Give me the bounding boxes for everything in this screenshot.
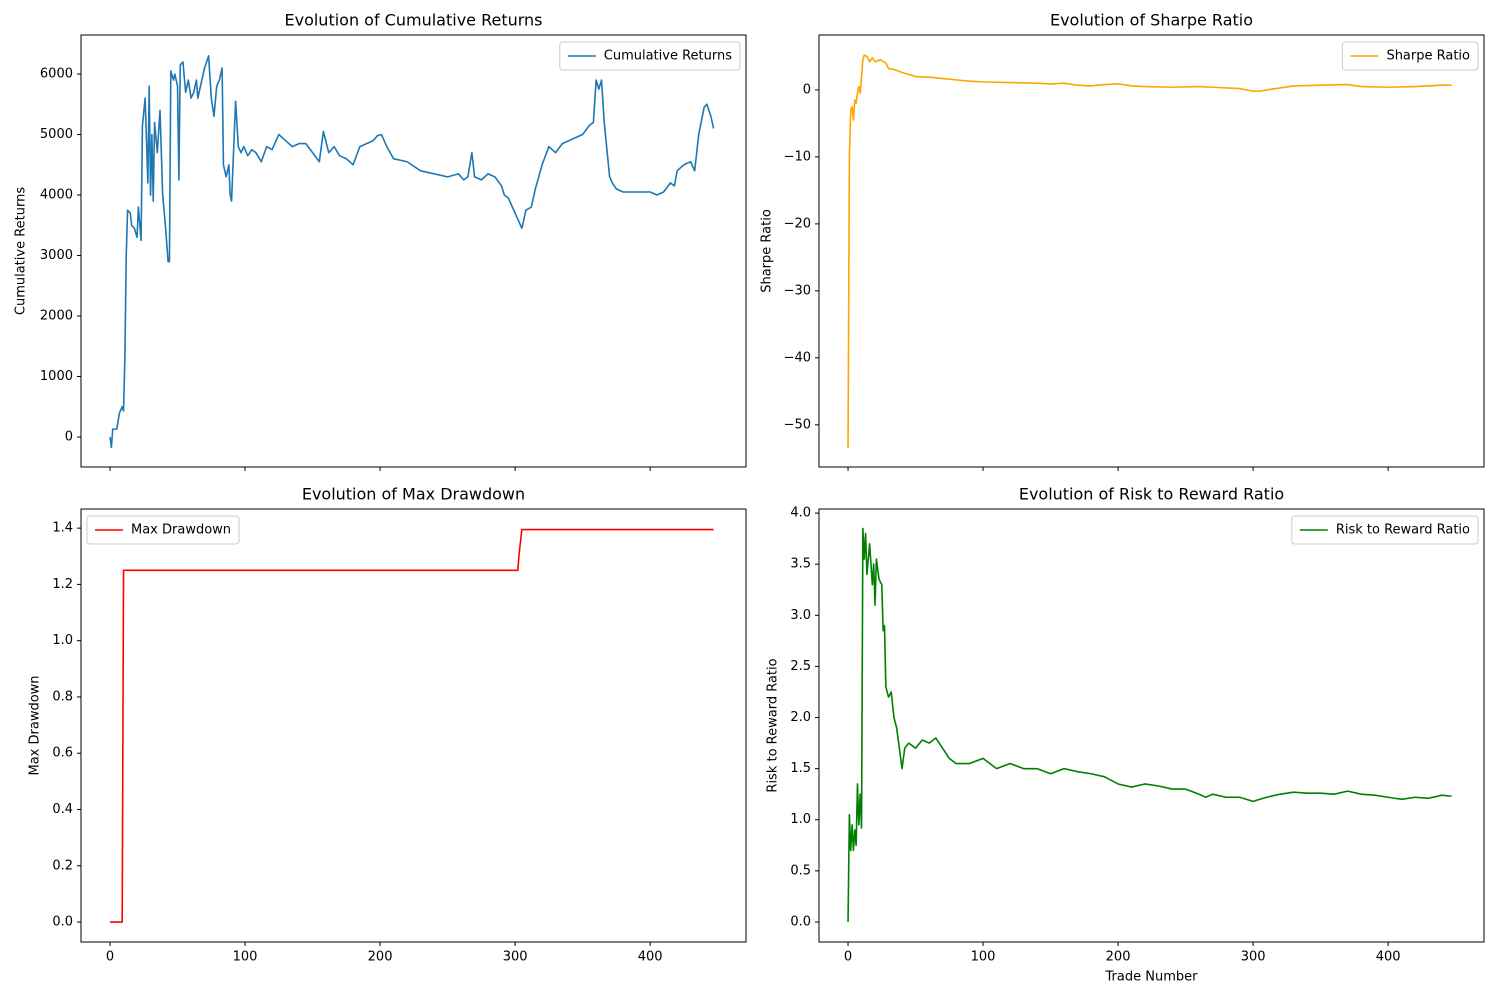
y-tick-label: −10 xyxy=(784,149,811,164)
subplot: Evolution of Risk to Reward Ratio Risk to… xyxy=(766,485,1485,985)
x-tick-label: 0 xyxy=(106,950,114,965)
subplot: Evolution of Cumulative Returns Cumulativ… xyxy=(14,11,747,471)
y-tick-label: 3.5 xyxy=(790,557,811,572)
x-tick-label: 300 xyxy=(1241,950,1266,965)
data-line xyxy=(110,528,714,923)
y-axis-label: Max Drawdown xyxy=(28,675,43,775)
y-tick-label: −30 xyxy=(784,283,811,298)
y-tick-label: 0.2 xyxy=(52,858,73,873)
x-tick-label: 300 xyxy=(503,950,528,965)
legend-box xyxy=(86,515,240,545)
y-tick-label: 1.0 xyxy=(52,633,73,648)
y-axis-label: Sharpe Ratio xyxy=(760,209,775,293)
y-tick-label: 0.6 xyxy=(52,746,73,761)
y-tick-label: 0.4 xyxy=(52,802,73,817)
subplot: Evolution of Sharpe Ratio Sharpe Ratio −50… xyxy=(760,11,1485,471)
subplot-title: Evolution of Sharpe Ratio xyxy=(1050,11,1253,30)
legend: Risk to Reward Ratio xyxy=(1291,515,1479,545)
subplot-title: Evolution of Max Drawdown xyxy=(302,485,525,504)
y-tick-label: 3.0 xyxy=(790,608,811,623)
y-tick-label: 0.8 xyxy=(52,689,73,704)
y-tick-label: 5000 xyxy=(40,127,73,142)
legend-label: Cumulative Returns xyxy=(604,49,732,64)
y-tick-label: 2000 xyxy=(40,309,73,324)
data-line xyxy=(109,55,715,449)
data-line xyxy=(847,54,1452,449)
x-tick-label: 200 xyxy=(368,950,393,965)
y-tick-label: 0 xyxy=(803,82,811,97)
y-tick-label: 2.5 xyxy=(790,659,811,674)
axes-frame xyxy=(818,34,1485,468)
legend: Sharpe Ratio xyxy=(1341,41,1479,71)
x-tick-label: 400 xyxy=(1376,950,1401,965)
y-tick-label: 2.0 xyxy=(790,710,811,725)
axes-frame xyxy=(80,508,747,943)
legend-box xyxy=(1341,41,1479,71)
y-tick-label: −50 xyxy=(784,417,811,432)
x-tick-label: 0 xyxy=(844,950,852,965)
y-tick-label: 0 xyxy=(65,429,73,444)
subplot-title: Evolution of Risk to Reward Ratio xyxy=(1019,485,1284,504)
x-tick-label: 100 xyxy=(971,950,996,965)
x-tick-label: 200 xyxy=(1106,950,1131,965)
legend-box xyxy=(559,41,741,71)
legend-label: Max Drawdown xyxy=(131,523,231,538)
legend-label: Risk to Reward Ratio xyxy=(1336,523,1470,538)
legend: Cumulative Returns xyxy=(559,41,741,71)
y-tick-label: 1.0 xyxy=(790,812,811,827)
y-tick-label: 0.0 xyxy=(790,914,811,929)
axes-frame xyxy=(80,34,747,468)
y-tick-label: −40 xyxy=(784,350,811,365)
y-tick-label: 3000 xyxy=(40,248,73,263)
legend-label: Sharpe Ratio xyxy=(1386,49,1470,64)
subplot-title: Evolution of Cumulative Returns xyxy=(284,11,542,30)
y-tick-label: 1.5 xyxy=(790,761,811,776)
y-tick-label: 6000 xyxy=(40,67,73,82)
y-tick-label: 1.2 xyxy=(52,577,73,592)
x-axis-label: Trade Number xyxy=(1105,970,1199,985)
y-tick-label: −20 xyxy=(784,216,811,231)
y-tick-label: 4000 xyxy=(40,188,73,203)
y-tick-label: 1000 xyxy=(40,369,73,384)
data-line xyxy=(847,527,1452,922)
x-tick-label: 100 xyxy=(233,950,258,965)
y-axis-label: Risk to Reward Ratio xyxy=(766,658,781,792)
y-axis-label: Cumulative Returns xyxy=(14,187,29,315)
subplot: Evolution of Max Drawdown Max Drawdown 0.0… xyxy=(28,485,747,965)
y-tick-label: 0.5 xyxy=(790,863,811,878)
legend-box xyxy=(1291,515,1479,545)
y-tick-label: 4.0 xyxy=(790,506,811,521)
legend: Max Drawdown xyxy=(86,515,240,545)
axes-frame xyxy=(818,508,1485,943)
x-tick-label: 400 xyxy=(638,950,663,965)
y-tick-label: 1.4 xyxy=(52,521,73,536)
y-tick-label: 0.0 xyxy=(52,915,73,930)
